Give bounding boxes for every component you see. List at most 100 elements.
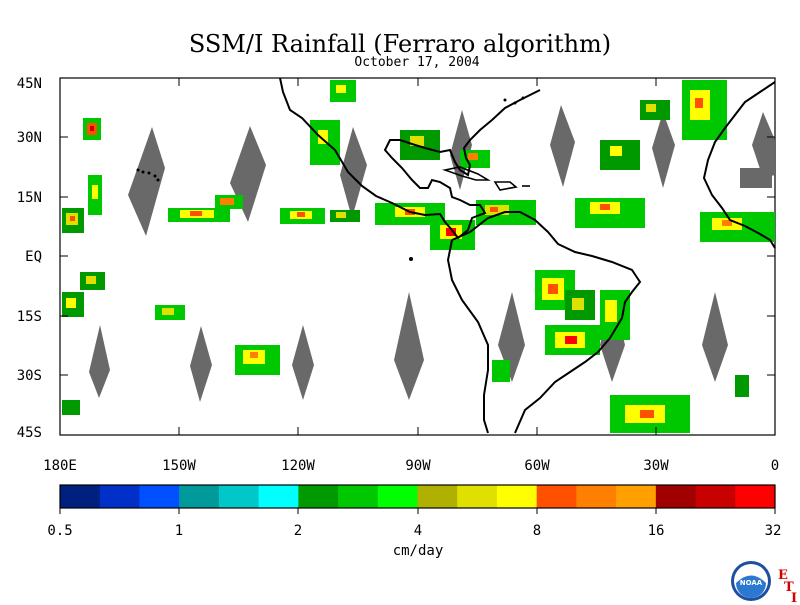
colorbar-unit: cm/day — [393, 543, 444, 559]
gap-swath — [550, 105, 575, 187]
eti-letter: E — [778, 568, 788, 583]
rain-patch — [235, 345, 280, 375]
rain-patch — [280, 208, 325, 224]
coastline-hispaniola — [493, 181, 518, 191]
noaa-logo: NOAA — [731, 561, 771, 601]
rain-patch — [430, 220, 475, 250]
colorbar-cell — [655, 485, 697, 508]
gap-swath — [190, 326, 212, 402]
rain-patch — [88, 175, 102, 215]
rain-patch — [215, 195, 243, 209]
colorbar-cell — [258, 485, 299, 508]
colorbar-labels: 0.5 1 2 4 8 16 32 cm/day — [47, 523, 781, 559]
island-marker — [503, 98, 507, 102]
island-marker — [521, 96, 525, 100]
colorbar — [60, 485, 776, 508]
rain-patch — [168, 208, 230, 222]
gap-swath — [652, 112, 675, 188]
rain-patch — [700, 212, 775, 242]
islands — [136, 96, 525, 261]
lat-label: 15N — [17, 190, 42, 206]
lon-label: 60W — [524, 458, 550, 474]
colorbar-tick-label: 2 — [294, 523, 302, 539]
rain-patch — [640, 100, 670, 120]
eti-letter: I — [791, 591, 797, 605]
rain-patch — [735, 375, 749, 397]
rain-patch — [62, 292, 84, 317]
lat-label: 45N — [17, 76, 42, 92]
lat-label: 45S — [17, 425, 42, 441]
lon-label: 180E — [43, 458, 77, 474]
rain-patch — [155, 305, 185, 320]
rain-patch — [565, 290, 595, 320]
rain-patch — [600, 140, 640, 170]
rain-patch — [545, 325, 600, 355]
gap-swath — [752, 112, 775, 178]
colorbar-cell — [218, 485, 260, 508]
colorbar-cell — [695, 485, 736, 508]
lon-label: 150W — [162, 458, 196, 474]
lon-label: 90W — [405, 458, 431, 474]
colorbar-tick-label: 32 — [765, 523, 782, 539]
lon-label: 30W — [643, 458, 669, 474]
map-title: SSM/I Rainfall (Ferraro algorithm) — [188, 30, 612, 58]
coastline-africa — [702, 81, 776, 249]
island-marker — [147, 171, 151, 175]
coastline-south-america — [446, 211, 642, 434]
colorbar-cell — [179, 485, 220, 508]
colorbar-cell — [377, 485, 418, 508]
colorbar-tick-label: 4 — [414, 523, 422, 539]
rain-patch — [610, 395, 690, 433]
gap-swath — [89, 325, 110, 398]
colorbar-cell — [99, 485, 140, 508]
rain-patch — [682, 80, 727, 140]
axis-ticks — [59, 77, 776, 436]
rain-patch — [62, 400, 80, 415]
gap-swath — [340, 127, 367, 218]
colorbar-cell — [735, 485, 776, 508]
rain-patch — [476, 200, 536, 225]
eti-letter: T — [784, 580, 794, 595]
coastline-north-america — [279, 77, 541, 240]
colorbar-cell — [417, 485, 458, 508]
rain-patch — [575, 198, 645, 228]
colorbar-cell — [576, 485, 617, 508]
colorbar-cell — [298, 485, 339, 508]
data-gaps — [89, 105, 775, 402]
noaa-logo-text: NOAA — [740, 579, 763, 587]
rain-patch — [600, 290, 630, 340]
colorbar-cell — [139, 485, 180, 508]
lon-labels: 180E 150W 120W 90W 60W 30W 0 — [43, 458, 779, 474]
rain-patch — [740, 168, 772, 188]
rain-patch — [62, 208, 84, 233]
lat-label: 15S — [17, 309, 42, 325]
rain-patch — [83, 118, 101, 140]
lat-labels: 45N 30N 15N EQ 15S 30S 45S — [17, 76, 42, 441]
lon-label: 120W — [281, 458, 315, 474]
colorbar-cell — [496, 485, 538, 508]
eti-mark: E T I — [778, 568, 797, 605]
rain-patch — [492, 360, 510, 382]
rain-patch — [80, 272, 105, 290]
island-marker — [141, 170, 145, 174]
colorbar-tick-label: 8 — [533, 523, 541, 539]
lat-label: 30N — [17, 130, 42, 146]
coastline-cuba — [441, 166, 491, 181]
lat-label: 30S — [17, 368, 42, 384]
colorbar-cell — [616, 485, 657, 508]
rain-patch — [330, 80, 356, 102]
gap-swath — [498, 292, 525, 382]
colorbar-cell — [60, 485, 101, 508]
island-marker — [409, 257, 413, 261]
lat-label: EQ — [25, 249, 42, 265]
gap-swath — [394, 292, 424, 400]
colorbar-tick-label: 1 — [175, 523, 183, 539]
colorbar-cell — [536, 485, 577, 508]
colorbar-ticks — [59, 508, 776, 514]
lon-label: 0 — [771, 458, 779, 474]
rain-patch — [330, 210, 360, 222]
island-marker — [153, 174, 157, 178]
island-marker — [156, 178, 160, 182]
gap-swath — [702, 292, 728, 382]
colorbar-tick-label: 16 — [648, 523, 665, 539]
